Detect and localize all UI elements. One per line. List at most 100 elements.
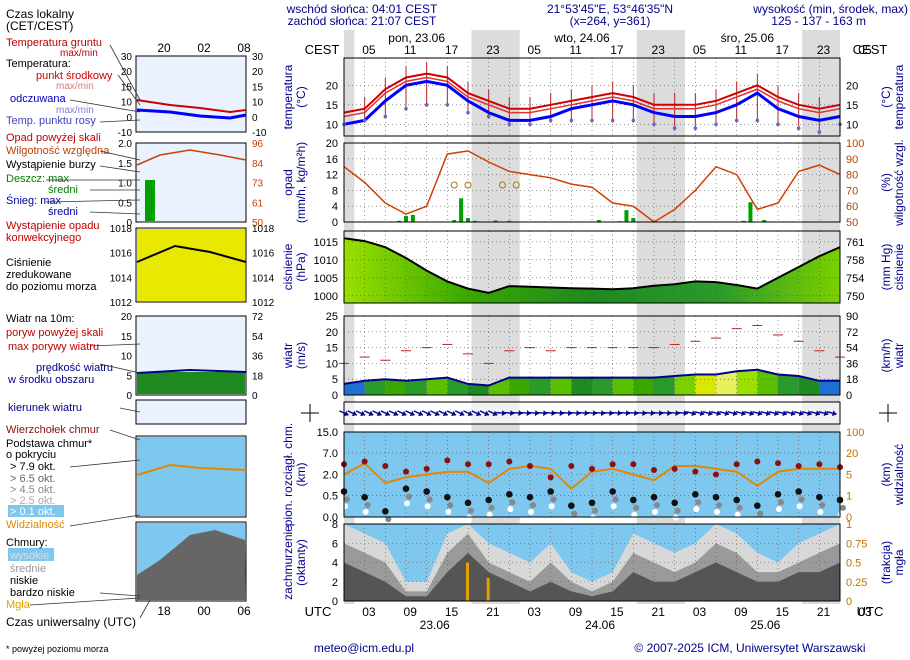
night-band bbox=[344, 30, 355, 604]
cloud-base-dot bbox=[361, 493, 368, 501]
wind-arrow bbox=[826, 410, 837, 417]
wind-speed-area bbox=[406, 379, 427, 395]
utc-date: 25.06 bbox=[750, 618, 780, 632]
wind-arrow-head bbox=[823, 410, 829, 417]
cloudbase-ytick-left: 0.5 bbox=[323, 490, 338, 502]
wind-speed-area bbox=[550, 377, 572, 395]
cover-left-unit: (oktanty) bbox=[294, 539, 308, 586]
cover-right-unit: (frakcja) bbox=[879, 541, 893, 584]
utc-right-label: UTC bbox=[857, 604, 884, 619]
wind-arrow bbox=[413, 410, 424, 417]
cloudbase-left-unit: (km) bbox=[294, 463, 308, 487]
legend-leader-line bbox=[109, 44, 141, 101]
legend-temperature: Temperatura: bbox=[6, 58, 71, 70]
wind-ytick-left: 10 bbox=[326, 358, 338, 370]
wind-speed-area bbox=[530, 377, 551, 395]
wind-arrow bbox=[504, 410, 515, 417]
cloud-base-dot-low bbox=[631, 511, 638, 518]
cloudbase-ytick-left: 15.0 bbox=[317, 427, 338, 439]
cloud-base-dot-low bbox=[590, 514, 596, 521]
legend-wind-line bbox=[136, 368, 247, 374]
utc-tick: 15 bbox=[776, 605, 790, 619]
legend-precip-above: Opad powyżej skali bbox=[6, 132, 101, 144]
precip-ytick-right: 80 bbox=[846, 170, 858, 182]
legend-dew: Temp. punktu rosy bbox=[6, 115, 96, 127]
cloudbase-ytick-right: 20 bbox=[846, 448, 858, 460]
wind-arrow-head bbox=[484, 410, 490, 417]
cloud-base-dot bbox=[526, 493, 534, 501]
wind-arrow bbox=[677, 410, 688, 417]
wind-arrow bbox=[636, 410, 647, 417]
cest-tick: 11 bbox=[735, 43, 748, 57]
cloud-top-dot bbox=[733, 461, 740, 468]
cloudbase-ytick-left: 0.0 bbox=[323, 512, 338, 524]
storm-marker bbox=[464, 181, 472, 189]
wind-ytick-left: 0 bbox=[332, 390, 338, 402]
legend-okt-65: > 6.5 okt. bbox=[10, 473, 56, 485]
cloud-base-dot-mid bbox=[509, 499, 516, 506]
precip-left-title: opad bbox=[281, 169, 295, 196]
legend-ytick-left: 1.5 bbox=[118, 159, 132, 170]
wind-arrow-head bbox=[518, 410, 523, 417]
wind-left-unit: (m/s) bbox=[294, 342, 308, 369]
legend-okt-79: > 7.9 okt. bbox=[10, 461, 56, 473]
wind-speed-area bbox=[488, 377, 510, 395]
wind-right-unit: (km/h) bbox=[879, 339, 893, 373]
cover-ytick-right: 0.75 bbox=[846, 538, 867, 550]
legend-top-tick: 08 bbox=[237, 41, 251, 55]
legend-precip-occ-1: Wystąpienie opadu bbox=[6, 220, 99, 232]
wind-arrow-head bbox=[732, 410, 738, 417]
panel-frame-precip bbox=[343, 142, 841, 223]
precip-bar bbox=[762, 220, 767, 222]
cloudbase-ytick-left: 7.0 bbox=[323, 448, 338, 460]
fog-bar bbox=[486, 577, 490, 601]
cloudbase-ytick-left: 2.0 bbox=[323, 470, 338, 482]
legend-ytick-right: -10 bbox=[252, 128, 267, 139]
wind-arrow bbox=[702, 410, 713, 417]
wind-arrow bbox=[372, 410, 382, 417]
wind-arrow bbox=[388, 410, 399, 417]
legend-gust-above: poryw powyżej skali bbox=[6, 327, 103, 339]
legend-ytick-left: 30 bbox=[121, 52, 133, 63]
wind-arrow-head bbox=[351, 410, 357, 417]
precip-ytick-left: 0 bbox=[332, 217, 338, 229]
cloud-top-dot bbox=[589, 465, 595, 472]
precip-bar bbox=[507, 220, 512, 222]
cloud-base-dot bbox=[609, 488, 616, 495]
wind-arrow-head bbox=[384, 410, 390, 417]
cloud-base-dot bbox=[712, 493, 720, 501]
legend-pressure-1: Ciśnienie bbox=[6, 257, 51, 269]
cloud-base-dot-low bbox=[693, 506, 700, 513]
cest-tick: 17 bbox=[610, 43, 624, 57]
temp-ytick-left: 15 bbox=[326, 100, 338, 112]
panel-frame-wind bbox=[343, 315, 841, 396]
temp-ytick-left: 10 bbox=[326, 119, 338, 131]
pres-right-title: ciśnienie bbox=[892, 243, 906, 290]
legend-wind-fill bbox=[137, 372, 245, 394]
legend-leader-line bbox=[109, 429, 141, 441]
wind-arrow-head bbox=[501, 410, 507, 417]
wind-arrow bbox=[454, 410, 465, 417]
precip-bar bbox=[741, 220, 746, 222]
legend-cloud-base-2: o pokryciu bbox=[6, 449, 56, 461]
temp-ytick-right: 20 bbox=[846, 80, 858, 92]
wind-arrow bbox=[595, 410, 606, 417]
temp-ytick-right: 10 bbox=[846, 119, 858, 131]
wind-arrow-head bbox=[592, 410, 597, 417]
legend-humidity: Wilgotność względna bbox=[6, 145, 110, 157]
legend-leader-line bbox=[89, 211, 141, 215]
dew-point-dot bbox=[631, 118, 636, 123]
wind-arrow-head bbox=[675, 410, 680, 417]
storm-marker bbox=[450, 181, 458, 189]
legend-max-min-small2: max/min bbox=[56, 105, 94, 116]
cover-ytick-left: 0 bbox=[332, 596, 338, 608]
pres-ytick-right: 758 bbox=[846, 255, 864, 267]
precip-ytick-right: 50 bbox=[846, 217, 858, 229]
legend-leader-line bbox=[119, 407, 141, 413]
wind-arrow bbox=[669, 410, 680, 417]
day-label: pon, 23.06 bbox=[388, 31, 445, 45]
wind-arrow-head bbox=[601, 410, 606, 417]
wind-speed-area bbox=[509, 377, 530, 395]
precip-ytick-right: 70 bbox=[846, 185, 858, 197]
wind-arrow bbox=[744, 410, 755, 417]
